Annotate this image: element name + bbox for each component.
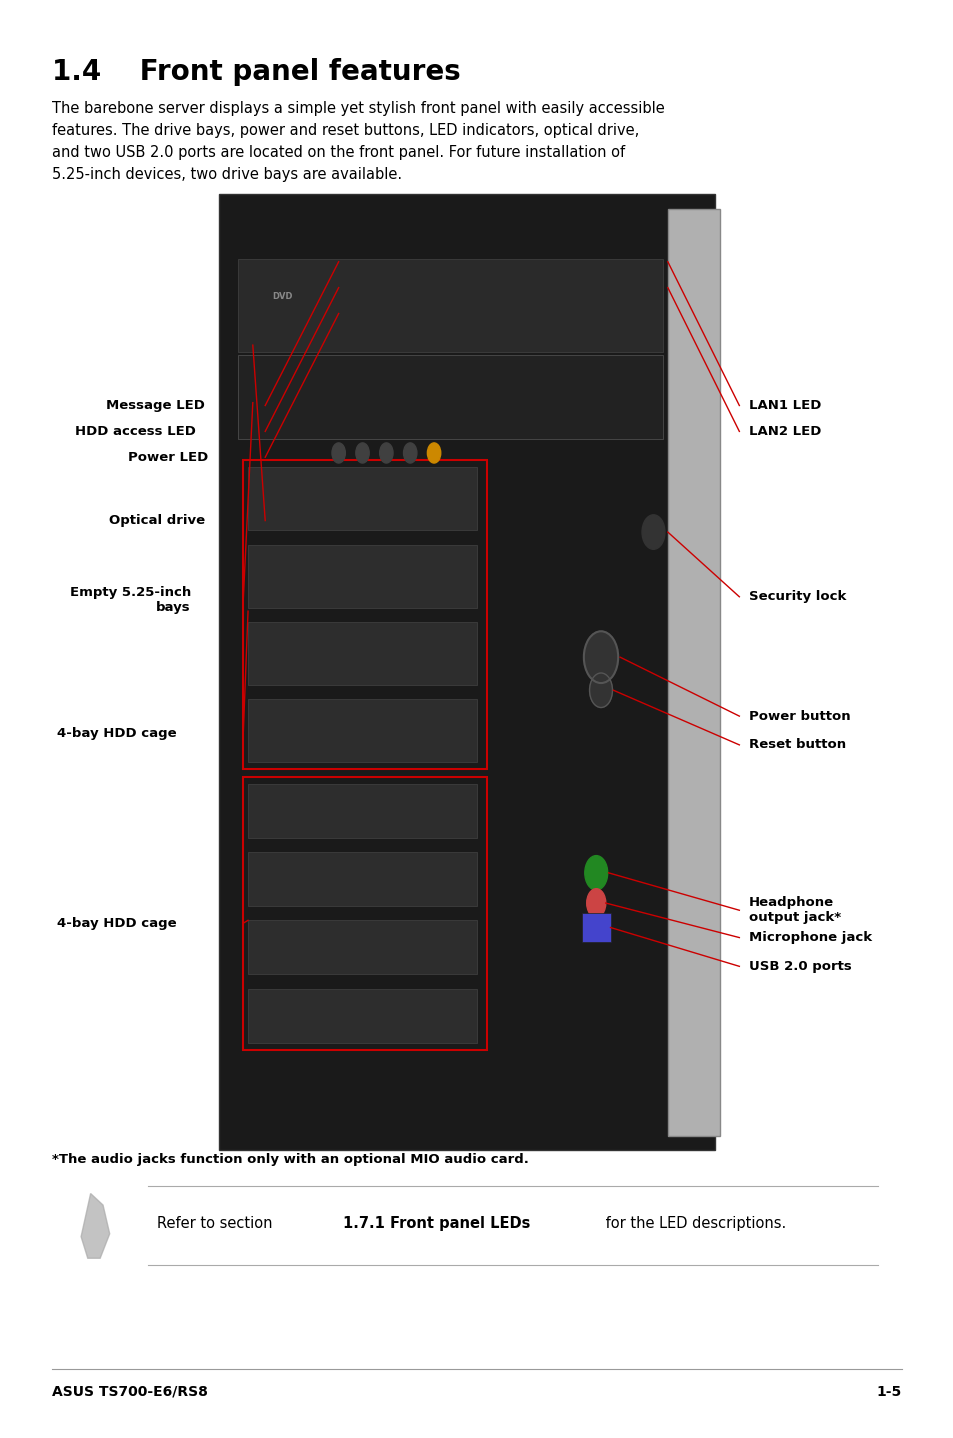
FancyBboxPatch shape: [238, 259, 662, 352]
Circle shape: [584, 856, 607, 890]
Circle shape: [589, 673, 612, 707]
Text: Optical drive: Optical drive: [109, 513, 205, 528]
Circle shape: [355, 443, 369, 463]
Text: 4-bay HDD cage: 4-bay HDD cage: [57, 916, 176, 930]
Circle shape: [583, 631, 618, 683]
Text: Reset button: Reset button: [748, 738, 845, 752]
FancyBboxPatch shape: [243, 460, 486, 769]
Text: Empty 5.25-inch
bays: Empty 5.25-inch bays: [70, 585, 191, 614]
Polygon shape: [81, 1194, 110, 1258]
FancyBboxPatch shape: [243, 777, 486, 1050]
Text: 1.4    Front panel features: 1.4 Front panel features: [52, 58, 460, 85]
Circle shape: [403, 443, 416, 463]
Text: Power button: Power button: [748, 709, 850, 723]
Text: DVD: DVD: [272, 292, 292, 301]
Text: HDD access LED: HDD access LED: [74, 424, 195, 439]
Circle shape: [427, 443, 440, 463]
Text: LAN1 LED: LAN1 LED: [748, 398, 821, 413]
FancyBboxPatch shape: [248, 989, 476, 1043]
Text: 1-5: 1-5: [876, 1385, 901, 1399]
Text: Power LED: Power LED: [128, 450, 208, 464]
Text: 1.7.1 Front panel LEDs: 1.7.1 Front panel LEDs: [343, 1217, 530, 1231]
FancyBboxPatch shape: [248, 699, 476, 762]
FancyBboxPatch shape: [248, 784, 476, 837]
Text: ASUS TS700-E6/RS8: ASUS TS700-E6/RS8: [52, 1385, 208, 1399]
FancyBboxPatch shape: [238, 355, 662, 439]
Text: Refer to section: Refer to section: [157, 1217, 277, 1231]
Text: The barebone server displays a simple yet stylish front panel with easily access: The barebone server displays a simple ye…: [52, 101, 664, 183]
Text: Security lock: Security lock: [748, 590, 845, 604]
Text: 4-bay HDD cage: 4-bay HDD cage: [57, 726, 176, 741]
Circle shape: [641, 515, 664, 549]
FancyBboxPatch shape: [667, 209, 720, 1136]
Circle shape: [332, 443, 345, 463]
Text: Message LED: Message LED: [106, 398, 205, 413]
FancyBboxPatch shape: [248, 920, 476, 975]
Text: LAN2 LED: LAN2 LED: [748, 424, 821, 439]
FancyBboxPatch shape: [248, 545, 476, 607]
Text: Microphone jack: Microphone jack: [748, 930, 871, 945]
Text: *The audio jacks function only with an optional MIO audio card.: *The audio jacks function only with an o…: [52, 1153, 529, 1166]
Circle shape: [586, 889, 605, 917]
Text: Headphone
output jack*: Headphone output jack*: [748, 896, 841, 925]
Text: USB 2.0 ports: USB 2.0 ports: [748, 959, 851, 974]
FancyBboxPatch shape: [248, 467, 476, 531]
FancyBboxPatch shape: [219, 194, 715, 1150]
FancyBboxPatch shape: [248, 851, 476, 906]
FancyBboxPatch shape: [581, 913, 610, 942]
Text: for the LED descriptions.: for the LED descriptions.: [600, 1217, 785, 1231]
Circle shape: [379, 443, 393, 463]
FancyBboxPatch shape: [248, 621, 476, 684]
